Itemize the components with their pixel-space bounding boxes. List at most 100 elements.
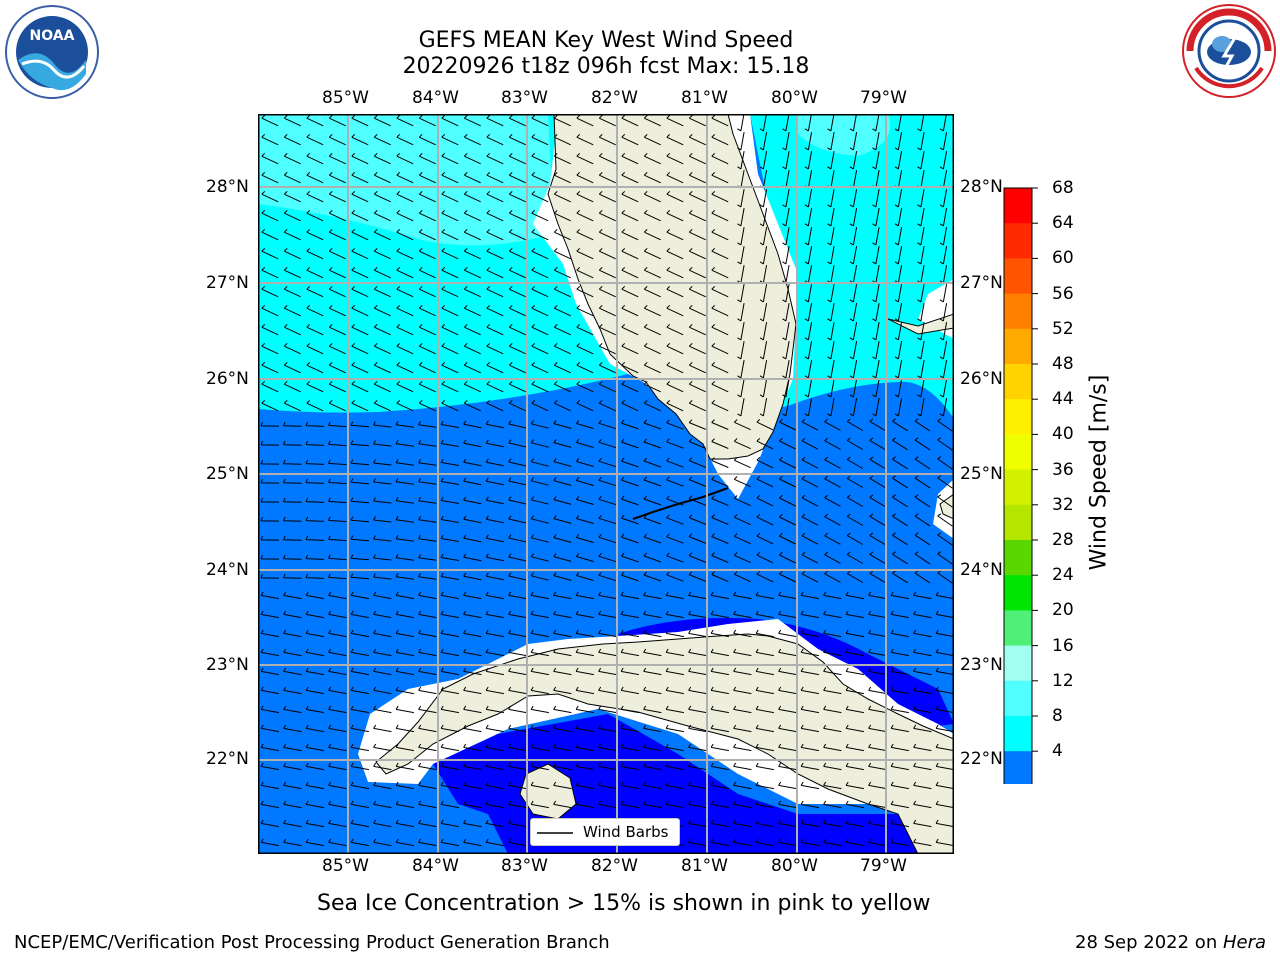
wind-barb [892, 494, 908, 508]
wind-barb [261, 229, 279, 241]
wind-barb [643, 134, 661, 146]
wind-barb [733, 838, 752, 847]
wind-barb [350, 535, 370, 542]
wind-barb [463, 572, 482, 581]
wind-barb [711, 400, 729, 412]
wind-barb [733, 819, 752, 828]
wind-barb [261, 153, 279, 165]
wind-barb [759, 189, 768, 208]
wind-barb [845, 591, 864, 600]
wind-barb [283, 819, 302, 828]
wind-barb [688, 495, 706, 506]
wind-barb [531, 172, 549, 184]
wind-barb [441, 381, 459, 393]
wind-barb [849, 246, 858, 265]
wind-barb [306, 286, 324, 298]
wind-barb [508, 343, 526, 355]
wind-barb [710, 819, 729, 828]
wind-barb [643, 324, 661, 336]
wind-barb [759, 341, 768, 360]
wind-barb [755, 724, 774, 733]
wind-barb [733, 438, 751, 450]
wind-barb [800, 724, 819, 733]
wind-barb [598, 343, 616, 355]
wind-barb [621, 134, 639, 146]
wind-barb [800, 591, 819, 600]
wind-barb [778, 724, 797, 733]
wind-barb [782, 284, 790, 303]
wind-barb [530, 420, 549, 429]
wind-barb [823, 629, 842, 638]
wind-barb [418, 686, 437, 695]
wind-barb [759, 398, 768, 417]
wind-barb [373, 724, 392, 733]
wind-barb [486, 267, 504, 279]
wind-barb [868, 762, 887, 771]
wind-barb [508, 305, 526, 317]
wind-barb [328, 191, 346, 203]
wind-barb [373, 478, 392, 485]
wind-barb [688, 591, 707, 600]
wind-barb [328, 286, 346, 298]
wind-barb [666, 153, 684, 165]
wind-barb [711, 115, 729, 127]
wind-barb [576, 477, 594, 486]
wind-barb [823, 762, 842, 771]
wind-barb [508, 477, 527, 486]
wind-barb [710, 667, 729, 676]
wind-barb [935, 610, 954, 619]
wind-barb [666, 343, 684, 355]
wind-barb [621, 533, 639, 544]
wind-barb [598, 743, 617, 752]
wind-barb [801, 475, 819, 488]
wind-barb [872, 379, 880, 398]
wind-barb [418, 534, 437, 542]
wind-barb [328, 591, 347, 600]
wind-barb [846, 532, 864, 545]
wind-barb [553, 591, 572, 600]
wind-barb [711, 229, 729, 241]
wind-barb [351, 267, 369, 279]
wind-barb [283, 629, 302, 638]
wind-barb [801, 532, 819, 545]
wind-barb [441, 362, 459, 374]
wind-barb [260, 629, 279, 638]
wind-barb [283, 800, 302, 809]
wind-barb [418, 191, 436, 203]
colorbar-tick-label: 40 [1052, 424, 1074, 445]
wind-barb [688, 229, 706, 241]
wind-barb [598, 705, 617, 714]
colorbar-segment [1004, 258, 1032, 295]
wind-barb [755, 705, 774, 714]
wind-barb [351, 286, 369, 298]
wind-barb [576, 229, 594, 241]
wind-barb [849, 132, 858, 151]
wind-barb [892, 475, 908, 489]
wind-barb [508, 400, 526, 412]
wind-barb [283, 743, 302, 752]
wind-barb [688, 743, 707, 752]
wind-barb [937, 494, 953, 508]
wind-barb [755, 781, 774, 790]
wind-barb [778, 648, 797, 657]
wind-barb [872, 360, 880, 379]
wind-barb [418, 420, 437, 428]
wind-barb [666, 229, 684, 241]
wind-barb [485, 515, 504, 524]
wind-barb [350, 648, 369, 657]
wind-barb [939, 303, 948, 322]
lat-label-right: 25°N [960, 464, 1003, 484]
wind-barb [872, 227, 880, 246]
wind-barb [804, 303, 813, 322]
wind-barb [576, 134, 594, 146]
wind-barb [395, 667, 414, 676]
wind-barb [463, 496, 482, 505]
wind-barb [737, 398, 745, 417]
wind-barb [463, 648, 482, 657]
wind-barb [418, 591, 437, 600]
wind-barb [418, 838, 437, 847]
wind-barb [849, 114, 857, 132]
wind-barb [666, 248, 684, 260]
wind-barb [530, 572, 549, 581]
wind-barb [939, 398, 948, 417]
